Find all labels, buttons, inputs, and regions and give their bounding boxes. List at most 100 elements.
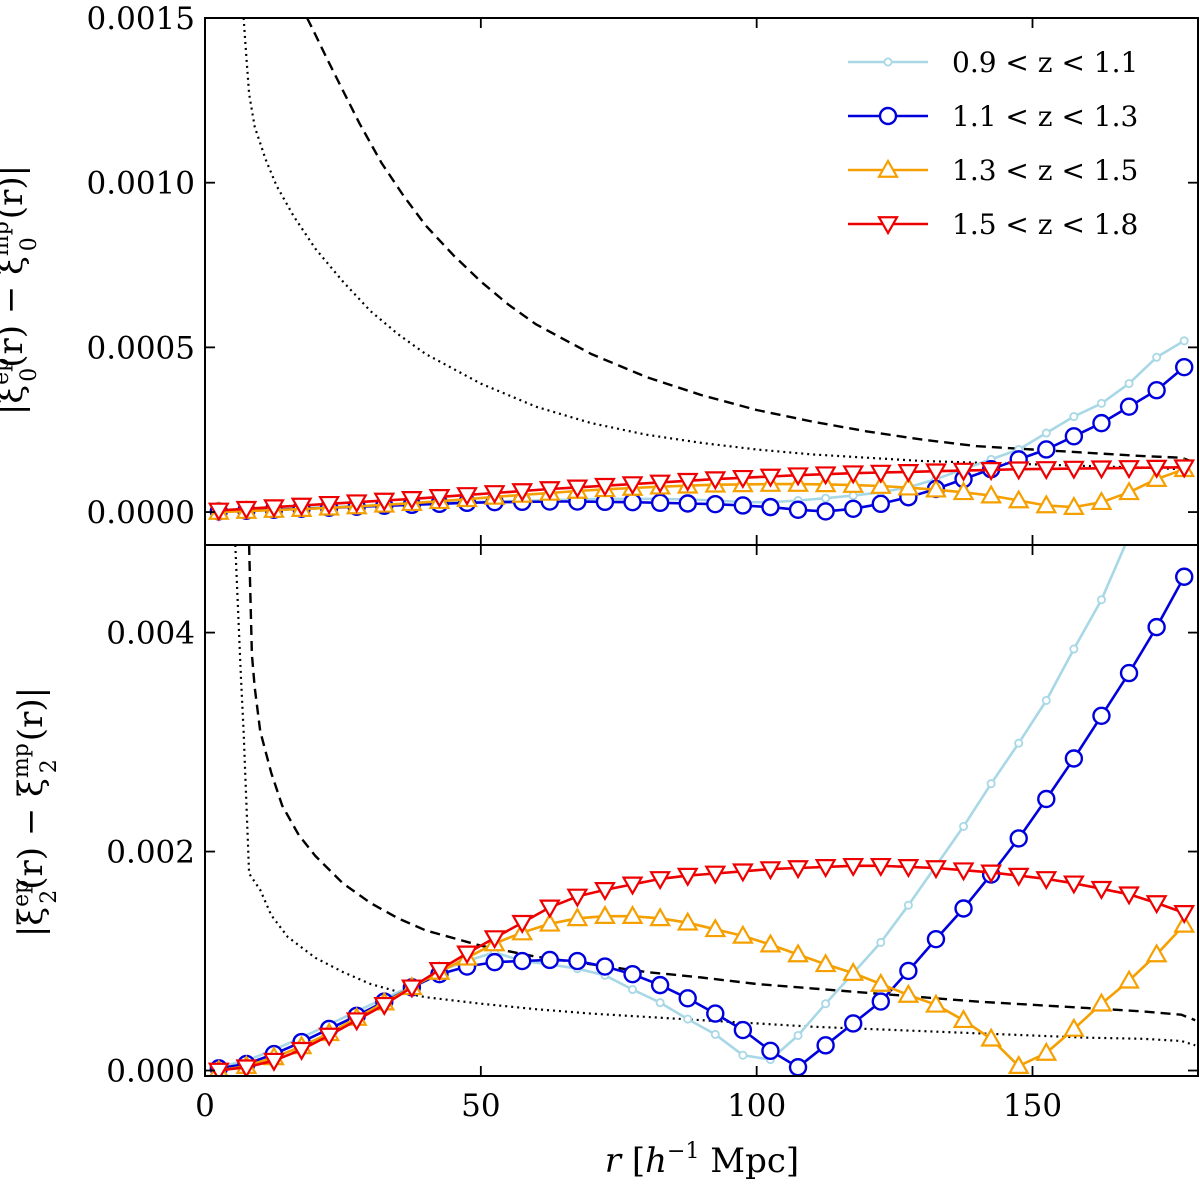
top-1-5-z-1-8-point — [511, 483, 534, 503]
bottom-1-5-z-1-8-point — [869, 857, 892, 878]
bottom-1-5-z-1-8-point — [235, 1059, 258, 1076]
bottom-1-5-z-1-8-point — [731, 863, 754, 883]
y-tick-label: 0.002 — [106, 835, 195, 871]
top-1-3-z-1-5-point — [1007, 489, 1030, 509]
y-tick-label: 0.0010 — [87, 166, 195, 202]
top-1-1-z-1-3-point — [1175, 357, 1194, 377]
bottom-1-5-z-1-8-point — [1062, 875, 1085, 895]
bottom-1-1-z-1-3-point — [871, 992, 890, 1011]
bottom-1-3-z-1-5-point — [731, 924, 754, 944]
top-1-1-z-1-3-line — [218, 366, 1186, 513]
bottom-1-1-z-1-3-point — [568, 951, 587, 971]
bottom-1-1-z-1-3-point — [1064, 749, 1084, 768]
bottom-1-3-z-1-5-point — [952, 1008, 975, 1029]
legend-marker — [877, 158, 899, 178]
top-1-5-z-1-8-point — [538, 481, 561, 501]
bottom-1-1-z-1-3-point — [485, 952, 504, 972]
top-1-5-z-1-8-point — [1173, 459, 1196, 479]
legend-entry-1-5-z-1-8: 1.5 < z < 1.8 — [848, 208, 1138, 241]
bottom-1-3-z-1-5-point — [1118, 969, 1140, 989]
bottom-1-5-z-1-8-point — [318, 1027, 341, 1047]
bottom-1-1-z-1-3-point — [540, 950, 559, 970]
top-1-5-z-1-8-point — [759, 468, 782, 488]
top-0-9-z-1-1-point — [1096, 398, 1106, 408]
bottom-1-5-z-1-8-point — [925, 860, 947, 880]
x-tick-label: 0 — [195, 1088, 215, 1124]
bottom-1-5-z-1-8-point — [897, 859, 920, 879]
bottom-1-3-z-1-5-point — [676, 911, 699, 931]
top-1-5-z-1-8-point — [787, 467, 809, 487]
x-axis-label: r [h−1 Mpc] — [605, 1139, 799, 1181]
bottom-0-9-z-1-1-point — [959, 821, 969, 831]
top-1-5-z-1-8-point — [980, 462, 1003, 482]
top-1-3-z-1-5-point — [925, 478, 947, 498]
bottom-1-3-z-1-5-point — [1035, 1041, 1058, 1061]
top-1-1-z-1-3-point — [1037, 440, 1056, 459]
legend-marker — [878, 106, 898, 126]
top-1-5-z-1-8-point — [400, 491, 423, 511]
bottom-1-3-z-1-5-series — [209, 904, 1196, 1076]
legend-entry-0-9-z-1-1: 0.9 < z < 1.1 — [848, 46, 1138, 79]
top-1-5-z-1-8-point — [235, 500, 258, 520]
bottom-panel: 0.000 0.002 0.004 0 50 100 150 |ξep 2(r) − ξmp… — [9, 533, 1199, 1181]
bottom-0-9-z-1-1-point — [710, 1029, 720, 1039]
top-1-3-z-1-5-point — [1090, 490, 1113, 511]
top-0-9-z-1-1-point — [1069, 412, 1079, 422]
top-1-5-z-1-8-point — [1035, 461, 1058, 481]
top-0-9-z-1-1-point — [1041, 428, 1051, 438]
bottom-1-5-z-1-8-point — [566, 888, 589, 908]
y-tick-label: 0.0000 — [87, 495, 195, 531]
top-plot-area — [207, 18, 1196, 522]
top-0-9-z-1-1-point — [1124, 379, 1134, 389]
bottom-y-ticks: 0.000 0.002 0.004 — [106, 545, 1198, 1090]
bottom-1-1-z-1-3-series — [209, 567, 1194, 1076]
bottom-1-5-z-1-8-point — [621, 876, 644, 896]
bottom-1-5-z-1-8-point — [290, 1041, 313, 1061]
bottom-1-1-z-1-3-point — [678, 989, 697, 1008]
bottom-1-3-z-1-5-point — [1062, 1017, 1085, 1037]
bottom-1-1-z-1-3-line — [218, 576, 1186, 1070]
top-1-1-z-1-3-point — [1147, 380, 1166, 400]
bottom-dashed-reference-line — [247, 545, 1196, 1022]
top-1-5-z-1-8-point — [318, 495, 341, 516]
top-1-5-z-1-8-point — [869, 464, 892, 484]
x-tick-label: 150 — [1003, 1088, 1062, 1124]
top-1-1-z-1-3-point — [788, 500, 808, 519]
top-1-5-z-1-8-point — [456, 487, 478, 507]
bottom-1-5-z-1-8-point — [1090, 880, 1113, 900]
top-1-5-z-1-8-point — [704, 471, 727, 491]
bottom-1-3-z-1-5-point — [759, 933, 782, 953]
bottom-0-9-z-1-1-point — [1125, 533, 1132, 540]
top-0-9-z-1-1-point — [1179, 336, 1189, 346]
bottom-1-1-z-1-3-point — [623, 964, 642, 984]
top-1-5-z-1-8-point — [676, 472, 699, 492]
top-1-5-z-1-8-point — [897, 464, 920, 484]
top-1-5-z-1-8-point — [1090, 460, 1113, 480]
bottom-1-1-z-1-3-point — [1092, 706, 1111, 725]
bottom-1-3-z-1-5-point — [621, 904, 644, 925]
top-1-1-z-1-3-point — [1092, 413, 1111, 433]
top-1-5-z-1-8-point — [649, 474, 672, 494]
top-1-5-z-1-8-point — [952, 462, 975, 482]
bottom-1-5-z-1-8-point — [207, 1062, 230, 1076]
top-1-3-z-1-5-point — [1035, 494, 1058, 514]
bottom-0-9-z-1-1-point — [1014, 738, 1024, 748]
bottom-1-1-z-1-3-point — [954, 899, 973, 918]
bottom-1-3-z-1-5-point — [594, 904, 616, 925]
y-tick-label: 0.0005 — [87, 330, 195, 366]
top-1-5-z-1-8-point — [1145, 459, 1168, 479]
bottom-1-1-z-1-3-point — [761, 1041, 780, 1061]
bottom-1-5-z-1-8-point — [1118, 886, 1140, 906]
top-1-5-z-1-8-point — [345, 494, 368, 514]
top-1-1-z-1-3-point — [871, 494, 890, 514]
bottom-1-1-z-1-3-point — [706, 1004, 725, 1023]
bottom-1-3-z-1-5-point — [649, 907, 672, 927]
bottom-1-3-z-1-5-line — [218, 914, 1186, 1072]
top-1-5-z-1-8-point — [814, 466, 837, 486]
y-tick-label: 0.004 — [106, 616, 195, 652]
top-1-5-z-1-8-point — [842, 465, 865, 485]
bottom-0-9-z-1-1-point — [876, 937, 886, 947]
bottom-1-5-z-1-8-point — [456, 945, 478, 965]
